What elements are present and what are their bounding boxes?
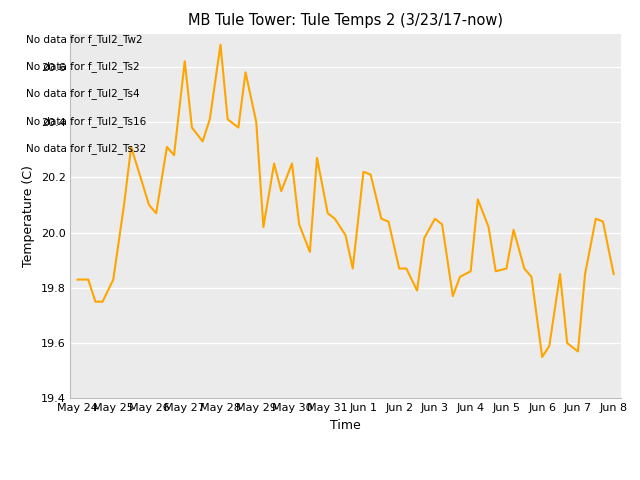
Text: No data for f_Tul2_Ts4: No data for f_Tul2_Ts4 — [26, 88, 140, 99]
Text: No data for f_Tul2_Tw2: No data for f_Tul2_Tw2 — [26, 34, 143, 45]
Title: MB Tule Tower: Tule Temps 2 (3/23/17-now): MB Tule Tower: Tule Temps 2 (3/23/17-now… — [188, 13, 503, 28]
Text: No data for f_Tul2_Ts2: No data for f_Tul2_Ts2 — [26, 61, 140, 72]
Legend: Tul2_Ts-8: Tul2_Ts-8 — [292, 479, 399, 480]
Text: No data for f_Tul2_Ts16: No data for f_Tul2_Ts16 — [26, 116, 147, 127]
X-axis label: Time: Time — [330, 419, 361, 432]
Text: No data for f_Tul2_Ts32: No data for f_Tul2_Ts32 — [26, 143, 147, 154]
Y-axis label: Temperature (C): Temperature (C) — [22, 165, 35, 267]
